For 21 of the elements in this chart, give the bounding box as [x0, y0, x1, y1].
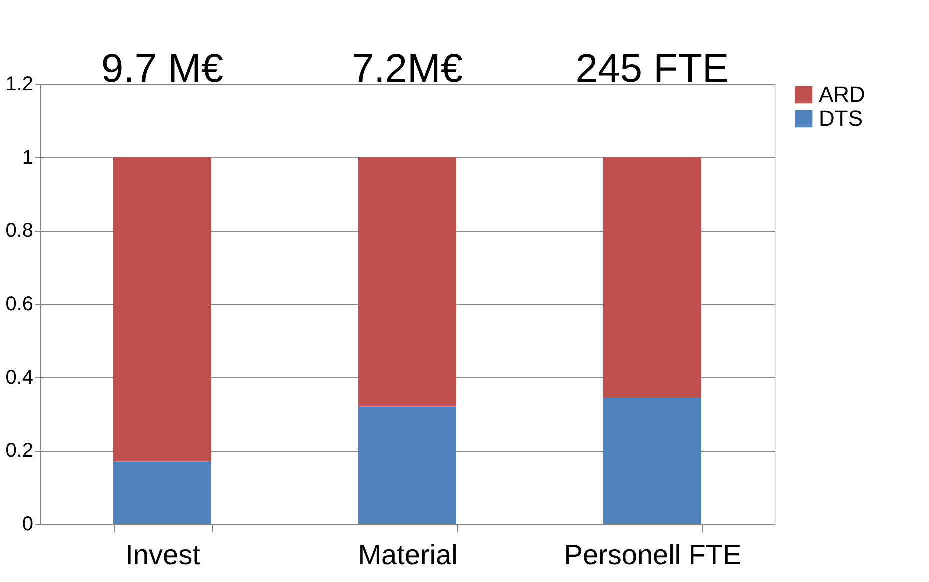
y-tick-label: 1.2 — [6, 74, 34, 96]
x-tick-label: Invest — [126, 540, 201, 570]
y-tick-label: 1 — [22, 146, 34, 169]
x-tick-label: Material — [358, 540, 458, 570]
bar — [358, 406, 456, 524]
y-tick-label: 0.2 — [6, 440, 34, 462]
bar — [114, 157, 212, 462]
annotation: 245 FTE — [576, 47, 730, 91]
x-tick-label: Personell FTE — [564, 540, 742, 570]
y-tick-label: 0.6 — [6, 294, 34, 316]
bar — [358, 157, 456, 407]
annotation: 9.7 M€ — [101, 47, 224, 91]
y-tick-label: 0.4 — [6, 366, 34, 389]
annotation: 7.2M€ — [352, 47, 464, 91]
y-tick-label: 0 — [22, 514, 34, 536]
bar — [604, 398, 702, 524]
bar — [604, 157, 702, 398]
legend-label: DTS — [819, 106, 863, 131]
legend-label: ARD — [819, 82, 866, 107]
bar — [114, 462, 212, 524]
y-tick-label: 0.8 — [6, 220, 34, 242]
